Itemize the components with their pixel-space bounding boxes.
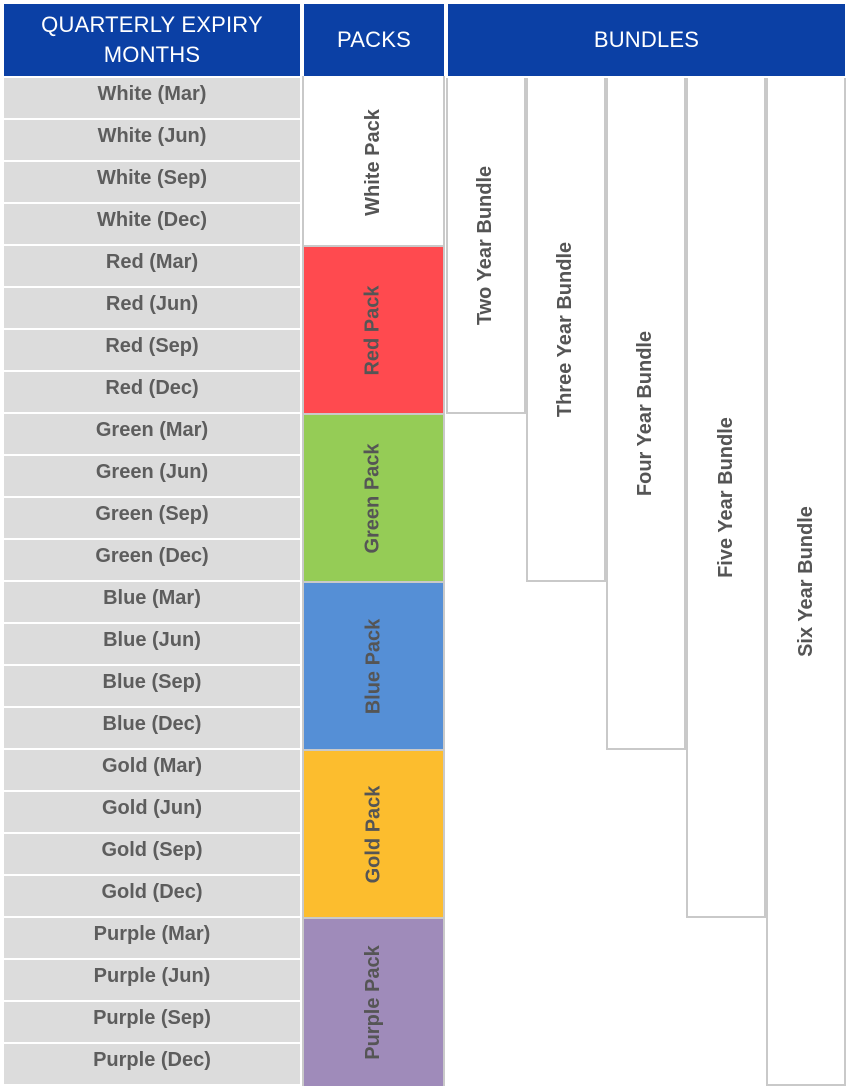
month-cell: Red (Mar) [4,246,300,286]
pack-block-white-pack: White Pack [303,78,444,246]
month-cell: Purple (Dec) [4,1044,300,1084]
bundle-column-six-year-bundle: Six Year Bundle [766,78,846,1086]
months-column: White (Mar) White (Jun) White (Sep) White (… [4,78,300,1084]
bundle-column-two-year-bundle: Two Year Bundle [446,78,526,414]
month-cell: Gold (Sep) [4,834,300,874]
pack-block-blue-pack: Blue Pack [303,581,444,750]
month-cell: Green (Mar) [4,414,300,454]
month-cell: Purple (Jun) [4,960,300,1000]
header-months-line1: QUARTERLY EXPIRY [41,12,263,37]
month-cell: Red (Dec) [4,372,300,412]
header-quarterly-expiry-months: QUARTERLY EXPIRY MONTHS [4,4,300,76]
bundle-label: Two Year Bundle [474,165,497,325]
pack-label: Blue Pack [361,618,384,715]
bundle-label: Four Year Bundle [634,330,657,496]
pack-label: White Pack [361,108,384,216]
pack-label: Green Pack [361,443,384,554]
pack-label: Red Pack [362,285,384,376]
bundle-column-four-year-bundle: Four Year Bundle [606,78,686,750]
month-cell: Green (Jun) [4,456,300,496]
month-cell: Green (Dec) [4,540,300,580]
month-cell: Blue (Sep) [4,666,300,706]
pack-block-purple-pack: Purple Pack [303,917,444,1086]
pack-block-gold-pack: Gold Pack [303,749,444,918]
month-cell: Blue (Dec) [4,708,300,748]
pack-label: Purple Pack [361,945,384,1060]
header-packs: PACKS [304,4,444,76]
month-cell: Gold (Jun) [4,792,300,832]
month-cell: Purple (Sep) [4,1002,300,1042]
month-cell: White (Mar) [4,78,300,118]
header-bundles: BUNDLES [448,4,845,76]
month-cell: Red (Sep) [4,330,300,370]
bundle-label: Five Year Bundle [714,416,737,578]
bundle-label: Three Year Bundle [554,241,577,417]
month-cell: Blue (Jun) [4,624,300,664]
month-cell: Green (Sep) [4,498,300,538]
pack-label: Gold Pack [362,785,384,884]
month-cell: White (Dec) [4,204,300,244]
month-cell: White (Sep) [4,162,300,202]
bundle-label: Six Year Bundle [794,505,817,657]
month-cell: Gold (Mar) [4,750,300,790]
month-cell: Red (Jun) [4,288,300,328]
pack-block-green-pack: Green Pack [303,413,444,582]
pack-block-red-pack: Red Pack [303,245,444,414]
bundle-column-three-year-bundle: Three Year Bundle [526,78,606,582]
month-cell: White (Jun) [4,120,300,160]
month-cell: Purple (Mar) [4,918,300,958]
month-cell: Gold (Dec) [4,876,300,916]
month-cell: Blue (Mar) [4,582,300,622]
header-months-line2: MONTHS [103,42,201,67]
bundle-column-five-year-bundle: Five Year Bundle [686,78,766,918]
